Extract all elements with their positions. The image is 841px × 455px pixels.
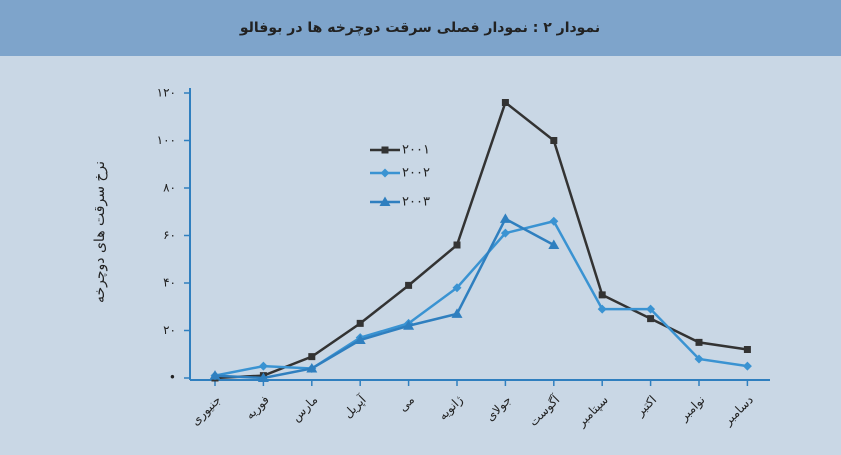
data-point <box>598 291 606 299</box>
data-point <box>257 372 269 382</box>
legend-marker <box>380 168 390 178</box>
data-point <box>550 137 558 144</box>
chart-title: نمودار ۲ : نمودار فصلی سرقت دوچرخه ها در… <box>239 20 600 36</box>
y-tick-label: ۲۰ <box>163 323 176 337</box>
y-tick-label: ۱۰۰ <box>157 133 176 147</box>
data-point <box>308 353 316 361</box>
data-point <box>354 334 366 344</box>
data-point <box>501 99 509 106</box>
legend-marker <box>379 196 391 206</box>
data-point <box>209 370 221 380</box>
data-point <box>695 338 703 346</box>
data-point <box>451 308 463 318</box>
data-point <box>453 241 461 249</box>
legend-marker <box>381 146 389 154</box>
legend-label: ۲۰۰۳ <box>402 195 430 210</box>
data-point <box>597 304 607 314</box>
y-tick-label: ۸۰ <box>163 181 176 195</box>
data-point <box>403 320 415 330</box>
y-tick-label: ۱۲۰ <box>157 86 176 100</box>
series-line <box>214 219 748 377</box>
data-point <box>549 216 559 226</box>
y-axis-label: نرخ سرقت های دوچرخه <box>92 161 108 303</box>
data-point <box>356 319 364 327</box>
data-point <box>500 228 510 238</box>
data-point <box>647 315 655 323</box>
series-line <box>214 100 748 380</box>
series-line <box>214 217 555 380</box>
data-point <box>499 213 511 223</box>
data-point <box>405 281 413 289</box>
legend-label: ۲۰۰۲ <box>402 166 430 181</box>
y-tick-label: ۴۰ <box>163 276 176 290</box>
data-point <box>646 304 656 314</box>
legend-label: ۲۰۰۱ <box>402 143 430 158</box>
data-point <box>306 363 318 373</box>
data-point <box>548 239 560 249</box>
data-point <box>743 346 751 353</box>
header-band <box>0 0 841 56</box>
data-point <box>742 361 752 371</box>
data-point <box>452 283 462 293</box>
y-tick-label: • <box>169 371 176 385</box>
y-tick-label: ۶۰ <box>163 228 176 242</box>
data-point <box>258 361 268 371</box>
data-point <box>694 354 704 364</box>
